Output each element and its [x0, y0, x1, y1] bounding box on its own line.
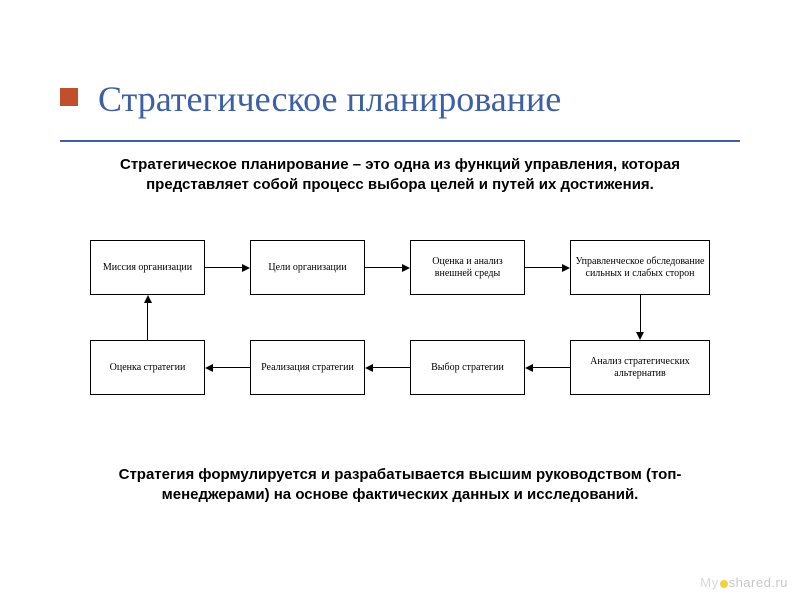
flow-node-n5: Оценка стратегии: [90, 340, 205, 395]
flow-edge-n2-n3: [365, 267, 403, 268]
watermark: My shared.ru: [700, 575, 788, 590]
flow-edge-n3-n4: [525, 267, 563, 268]
flow-edge-n3-n4-head: [562, 264, 570, 272]
watermark-dot-icon: [720, 580, 728, 588]
flow-edge-n6-n5-head: [205, 364, 213, 372]
flow-edge-n8-n7: [532, 367, 570, 368]
flow-node-n2: Цели организации: [250, 240, 365, 295]
flow-node-n3: Оценка и анализ внешней среды: [410, 240, 525, 295]
flow-node-n8: Анализ стратегических альтернатив: [570, 340, 710, 395]
flow-edge-n6-n5: [212, 367, 250, 368]
flowchart-diagram: Миссия организации Цели организации Оценка…: [90, 240, 710, 440]
flow-node-n1: Миссия организации: [90, 240, 205, 295]
flow-node-n6: Реализация стратегии: [250, 340, 365, 395]
flow-edge-n7-n6-head: [365, 364, 373, 372]
flow-edge-n5-n1-head: [144, 295, 152, 303]
flow-edge-n1-n2: [205, 267, 243, 268]
watermark-suffix: shared.ru: [729, 575, 788, 590]
accent-square: [60, 88, 78, 106]
footer-text: Стратегия формулируется и разрабатываетс…: [80, 465, 720, 506]
flow-edge-n4-n8: [640, 295, 641, 333]
flow-edge-n2-n3-head: [402, 264, 410, 272]
flow-node-n4: Управленческое обследование сильных и сл…: [570, 240, 710, 295]
flow-edge-n7-n6: [372, 367, 410, 368]
title-underline: [60, 140, 740, 142]
watermark-prefix: My: [700, 575, 718, 590]
flow-edge-n5-n1: [147, 302, 148, 340]
flow-edge-n8-n7-head: [525, 364, 533, 372]
flow-edge-n1-n2-head: [242, 264, 250, 272]
subtitle-text: Стратегическое планирование – это одна и…: [80, 155, 720, 196]
page-title: Стратегическое планирование: [98, 78, 561, 120]
flow-node-n7: Выбор стратегии: [410, 340, 525, 395]
flow-edge-n4-n8-head: [636, 332, 644, 340]
